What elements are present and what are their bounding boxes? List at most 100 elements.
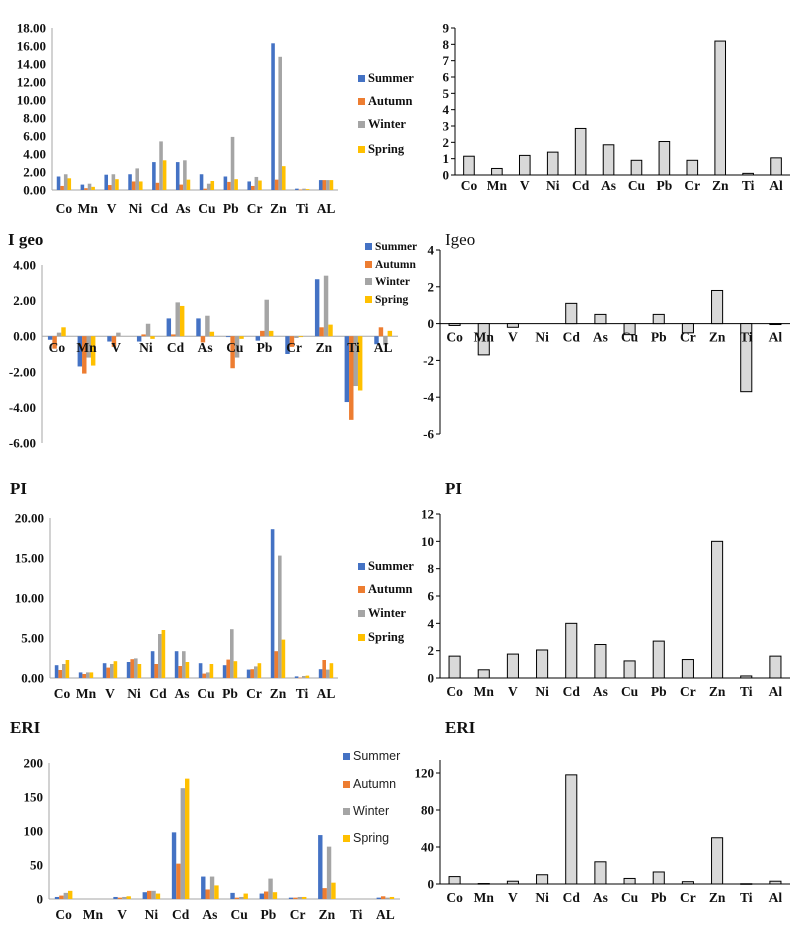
y-tick-label: 5	[443, 86, 450, 101]
bar-summer-as	[174, 651, 179, 678]
x-tick-label: AL	[376, 907, 395, 922]
legend-label-spring: Spring	[353, 831, 389, 845]
bar-spring-ni	[150, 336, 155, 339]
bar-winter-zn	[323, 275, 329, 337]
x-tick-label: Cr	[290, 907, 306, 922]
bar-winter-cd	[180, 788, 186, 899]
bar-mean-ni	[536, 649, 549, 679]
y-tick-label: 4	[428, 616, 435, 631]
y-tick-label: 50	[30, 858, 43, 873]
bar-mean-zn	[714, 40, 727, 176]
y-tick-label: 40	[421, 840, 434, 855]
y-tick-label: 2	[428, 643, 435, 658]
chart-eri-mean: 0 40 80 120 Co Mn V Ni Cd As Cu Pb Cr Zn Ti Al ERI	[415, 718, 790, 905]
bar-spring-pb	[268, 330, 274, 337]
chart-pi-seasonal: 0.00 5.00 10.00 15.00 20.00 Co Mn V Ni Cd As Cu Pb Cr…	[10, 479, 414, 701]
x-tick-label: Al	[769, 890, 783, 905]
y-tick-label: 0	[443, 168, 450, 183]
x-tick-label: Cd	[563, 684, 581, 699]
y-tick-label: 0	[428, 671, 435, 686]
bar-spring-ti	[305, 189, 310, 190]
bar-spring-mn	[90, 336, 96, 366]
x-tick-label: Cr	[680, 890, 696, 905]
bar-mean-pb	[652, 640, 665, 679]
bar-summer-ni	[128, 174, 132, 190]
bar-summer-mn	[80, 184, 85, 190]
x-tick-label: Cd	[172, 907, 190, 922]
bar-spring-cd	[179, 305, 185, 337]
legend-label-summer: Summer	[353, 749, 400, 763]
y-tick-label: 6	[443, 70, 450, 85]
bar-spring-zn	[331, 882, 336, 899]
bar-spring-pb	[234, 179, 238, 190]
chart-eri-seasonal: 0 50 100 150 200 Co Mn V Ni Cd As Cu Pb Cr Zn Ti AL ERI Su…	[10, 718, 400, 922]
y-tick-label: 2	[443, 135, 450, 150]
bar-autumn-cr	[289, 336, 295, 347]
chart-title: I geo	[8, 230, 43, 249]
legend-label-summer: Summer	[368, 559, 414, 573]
x-tick-label: Cr	[680, 330, 696, 345]
legend-label-summer: Summer	[375, 241, 417, 253]
x-tick-label: Zn	[270, 686, 287, 701]
x-tick-label: Pb	[260, 907, 276, 922]
bar-spring-co	[68, 890, 73, 899]
bar-summer-zn	[271, 43, 275, 190]
bar-spring-cr	[298, 336, 304, 338]
y-tick-label: 0	[37, 892, 44, 907]
bar-mean-al	[769, 880, 782, 885]
bar-autumn-ni	[130, 659, 134, 678]
x-tick-label: Pb	[223, 201, 239, 216]
x-tick-label: Zn	[712, 178, 729, 193]
bar-mean-as	[602, 144, 615, 176]
bar-mean-v	[506, 653, 519, 679]
y-tick-label: 0.00	[23, 183, 46, 198]
x-tick-label: Co	[55, 907, 72, 922]
bar-winter-al	[326, 669, 330, 678]
bar-winter-co	[63, 892, 69, 899]
x-tick-label: Cu	[621, 330, 639, 345]
bar-mean-mn	[491, 167, 503, 176]
bar-autumn-cu	[202, 673, 206, 678]
chart-title: PI	[445, 479, 462, 498]
x-tick-label: Cd	[167, 340, 185, 355]
bar-mean-cu	[623, 660, 636, 679]
bar-summer-as	[201, 876, 206, 899]
bar-winter-as	[209, 876, 215, 899]
bar-spring-as	[209, 331, 215, 337]
x-tick-label: Mn	[474, 330, 495, 345]
bar-mean-cd	[574, 127, 587, 176]
bar-autumn-co	[60, 185, 64, 190]
y-tick-label: 3	[443, 119, 450, 134]
bar-autumn-mn	[84, 188, 88, 190]
bar-mean-cr	[681, 881, 694, 885]
bar-spring-cd	[185, 778, 190, 899]
bar-autumn-pb	[263, 891, 269, 899]
bar-autumn-as	[200, 336, 206, 343]
bar-summer-pb	[222, 665, 227, 678]
bar-autumn-al	[322, 180, 327, 190]
bar-summer-co	[56, 176, 61, 190]
bar-winter-cd	[158, 634, 162, 678]
x-tick-label: As	[601, 178, 616, 193]
bar-autumn-cd	[176, 863, 181, 899]
bar-winter-zn	[278, 56, 282, 190]
bar-autumn-cu	[203, 188, 207, 190]
y-tick-label: 18.00	[17, 21, 46, 36]
x-tick-label: Ti	[296, 686, 309, 701]
bar-summer-mn	[77, 336, 83, 367]
legend-label-spring: Spring	[375, 294, 408, 306]
bar-spring-cu	[210, 181, 215, 190]
bar-mean-al	[769, 323, 782, 326]
x-tick-label: Cu	[197, 686, 215, 701]
x-tick-label: Cr	[247, 201, 263, 216]
bar-spring-ti	[357, 336, 363, 391]
bar-spring-cd	[162, 160, 167, 190]
legend-label-autumn: Autumn	[375, 259, 417, 271]
bar-mean-mn	[477, 323, 490, 356]
bar-winter-al	[383, 336, 388, 346]
legend-label-winter: Winter	[368, 606, 406, 620]
bar-summer-cr	[288, 897, 294, 899]
bar-autumn-v	[106, 667, 110, 678]
bar-mean-mn	[477, 669, 490, 679]
